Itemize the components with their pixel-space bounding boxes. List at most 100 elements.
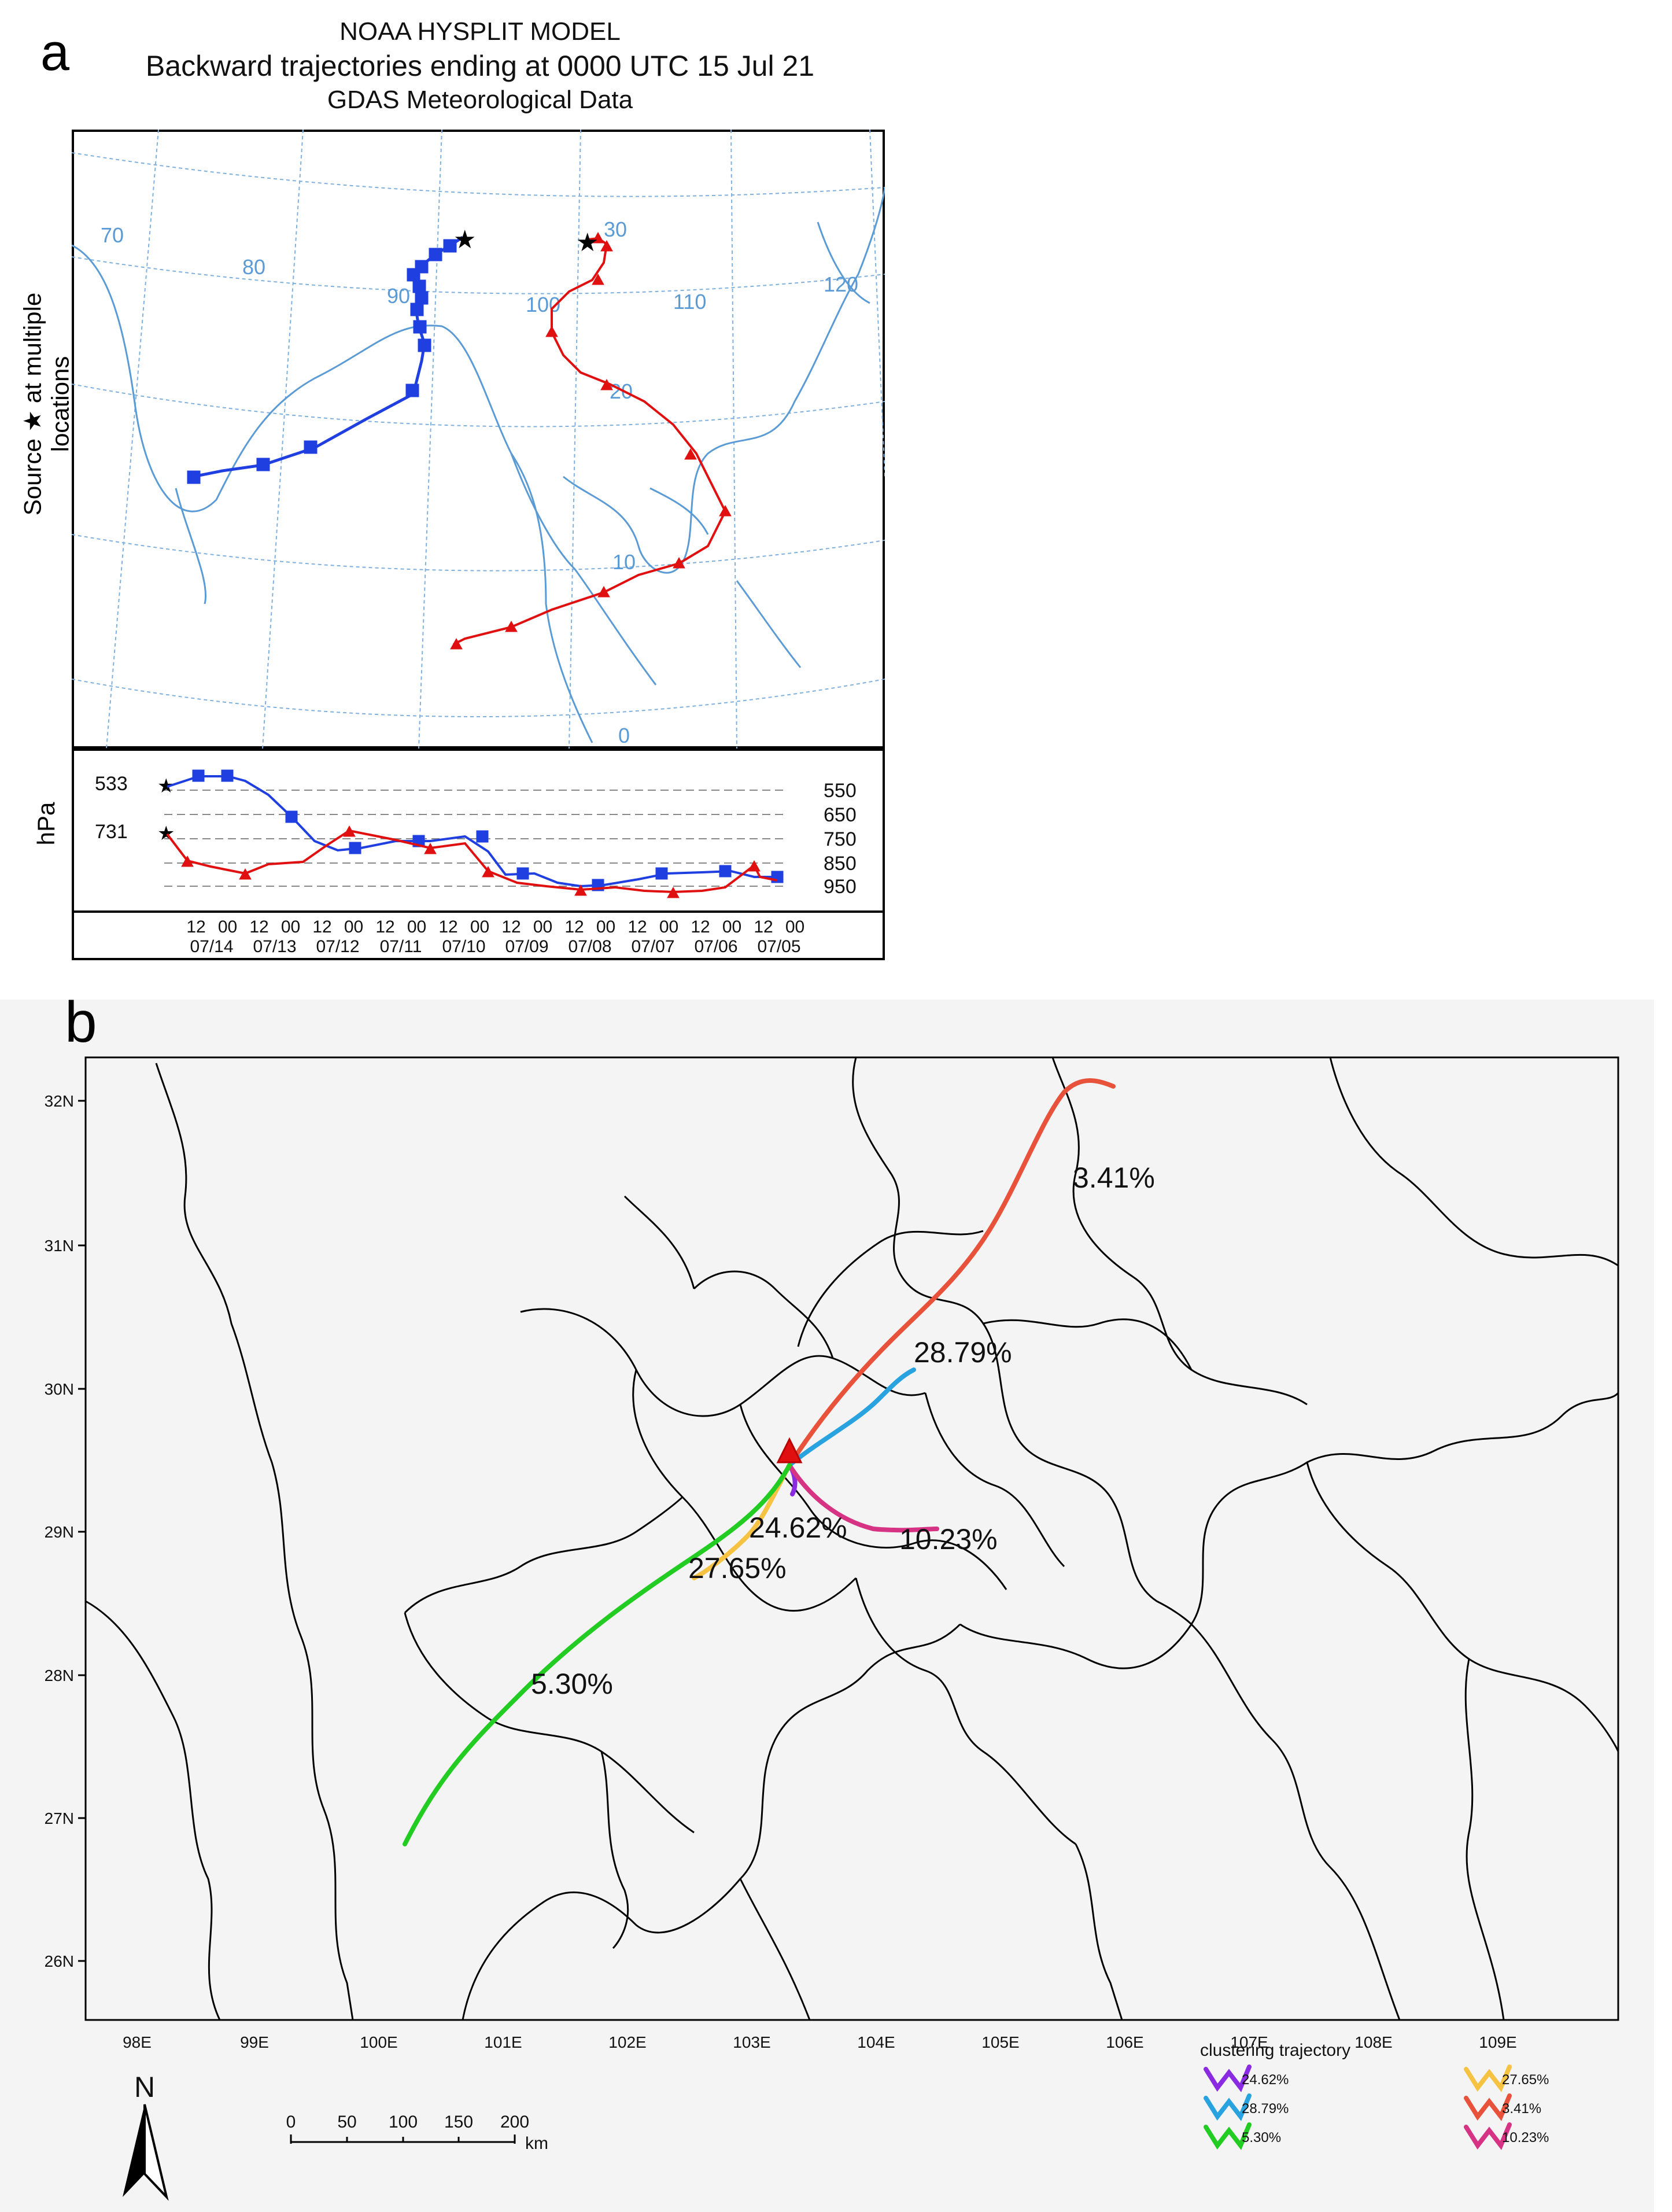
map-label-20: 20 <box>610 379 633 403</box>
time-tick-19: 00 <box>785 917 804 937</box>
svg-text:100: 100 <box>389 2113 418 2132</box>
map-label-70: 70 <box>101 223 124 247</box>
map-label-10: 10 <box>612 550 636 574</box>
lat-31n: 31N <box>45 1237 74 1255</box>
date-tick-3: 07/11 <box>380 937 422 956</box>
svg-text:50: 50 <box>337 2113 356 2132</box>
panel-a-title-3: GDAS Meteorological Data <box>327 86 633 114</box>
level-650: 650 <box>824 804 857 826</box>
scale-bar: 0 50 100 150 200 km <box>286 2113 548 2153</box>
time-tick-2: 12 <box>249 917 268 937</box>
lon-102e: 102E <box>608 2033 646 2051</box>
cluster-label-28-79: 28.79% <box>914 1336 1012 1369</box>
trajectory-3-41 <box>787 1078 1116 1468</box>
svg-text:5.30%: 5.30% <box>1242 2130 1281 2145</box>
legend-item-1: 27.65% <box>1464 2064 1549 2092</box>
north-arrow: N <box>123 2071 169 2201</box>
panel-a-title-1: NOAA HYSPLIT MODEL <box>339 17 621 46</box>
lat-30n: 30N <box>45 1380 74 1398</box>
cluster-label-10-23: 10.23% <box>899 1523 998 1555</box>
time-tick-0: 12 <box>186 917 205 937</box>
time-tick-4: 12 <box>312 917 331 937</box>
time-tick-9: 00 <box>470 917 489 937</box>
map-graticule <box>72 130 885 749</box>
time-tick-5: 00 <box>344 917 363 937</box>
red-source-star: ★ <box>576 228 599 257</box>
panel-a-title-2: Backward trajectories ending at 0000 UTC… <box>145 50 815 82</box>
legend-item-5: 10.23% <box>1464 2122 1549 2150</box>
level-731: 731 <box>95 821 128 843</box>
time-tick-7: 00 <box>407 917 426 937</box>
date-tick-4: 07/10 <box>442 937 485 956</box>
lon-107e: 107E <box>1230 2033 1268 2051</box>
lon-106e: 106E <box>1106 2033 1143 2051</box>
lon-99e: 99E <box>240 2033 269 2051</box>
time-tick-15: 00 <box>659 917 678 937</box>
legend-title: clustering trajectory <box>1200 2041 1350 2060</box>
svg-text:200: 200 <box>500 2113 529 2132</box>
time-tick-18: 12 <box>754 917 773 937</box>
level-550: 550 <box>824 780 857 802</box>
level-850: 850 <box>824 853 857 875</box>
red-trajectory <box>450 231 732 650</box>
panel-a-letter: a <box>40 24 70 82</box>
map-label-90: 90 <box>387 284 410 308</box>
date-tick-8: 07/06 <box>694 937 737 956</box>
time-tick-3: 00 <box>281 917 300 937</box>
lon-108e: 108E <box>1354 2033 1392 2051</box>
lon-98e: 98E <box>123 2033 152 2051</box>
time-tick-14: 12 <box>628 917 647 937</box>
map-label-120: 120 <box>824 272 858 296</box>
level-750: 750 <box>824 828 857 850</box>
time-tick-17: 00 <box>722 917 741 937</box>
lon-104e: 104E <box>857 2033 895 2051</box>
date-tick-9: 07/05 <box>757 937 800 956</box>
lat-29n: 29N <box>45 1523 74 1541</box>
svg-text:km: km <box>525 2134 548 2153</box>
lon-105e: 105E <box>981 2033 1019 2051</box>
map-label-80: 80 <box>242 255 265 279</box>
svg-text:N: N <box>134 2071 155 2103</box>
cluster-map: 32N 31N 30N 29N 28N 27N 26N 98E 99E 100E… <box>45 1056 1619 2201</box>
date-tick-1: 07/13 <box>253 937 296 956</box>
blue-source-star: ★ <box>453 226 476 254</box>
date-tick-5: 07/09 <box>505 937 548 956</box>
svg-text:27.65%: 27.65% <box>1502 2072 1549 2088</box>
coastline <box>72 187 885 743</box>
trajectory-10-23 <box>787 1463 939 1533</box>
lat-27n: 27N <box>45 1809 74 1827</box>
cluster-label-27-65: 27.65% <box>688 1552 787 1584</box>
trajectory-5-30 <box>403 1463 792 1846</box>
level-533: 533 <box>95 773 128 795</box>
time-tick-16: 12 <box>691 917 710 937</box>
source-ylabel: Source ★ at multiple locations <box>19 292 74 516</box>
blue-trajectory <box>187 235 464 484</box>
legend-item-0: 24.62% <box>1204 2064 1289 2092</box>
trajectory-28-79 <box>787 1367 916 1468</box>
time-tick-8: 12 <box>438 917 457 937</box>
receptor-triangle <box>776 1437 803 1463</box>
date-tick-0: 07/14 <box>190 937 233 956</box>
time-tick-12: 12 <box>564 917 584 937</box>
map-label-30: 30 <box>604 217 627 241</box>
time-tick-13: 00 <box>596 917 615 937</box>
altitude-profile: 533 731 550 650 750 850 950 ★ ★ 12 00 12 00… <box>72 749 885 960</box>
cluster-label-24-62: 24.62% <box>749 1511 847 1544</box>
panel-b-letter: b <box>65 990 97 1055</box>
lon-109e: 109E <box>1479 2033 1516 2051</box>
map-label-110: 110 <box>673 290 706 314</box>
cluster-label-3-41: 3.41% <box>1073 1162 1155 1194</box>
level-950: 950 <box>824 876 857 898</box>
time-tick-11: 00 <box>533 917 552 937</box>
svg-text:10.23%: 10.23% <box>1502 2130 1549 2145</box>
cluster-label-5-30: 5.30% <box>531 1668 613 1700</box>
legend-item-3: 3.41% <box>1464 2093 1541 2121</box>
svg-text:3.41%: 3.41% <box>1502 2101 1541 2117</box>
lat-28n: 28N <box>45 1667 74 1684</box>
hpa-ylabel: hPa <box>32 802 60 846</box>
lon-103e: 103E <box>733 2033 770 2051</box>
legend-item-2: 28.79% <box>1204 2093 1289 2121</box>
date-tick-7: 07/07 <box>631 937 674 956</box>
red-altitude-line <box>166 825 778 898</box>
svg-text:24.62%: 24.62% <box>1242 2072 1289 2088</box>
